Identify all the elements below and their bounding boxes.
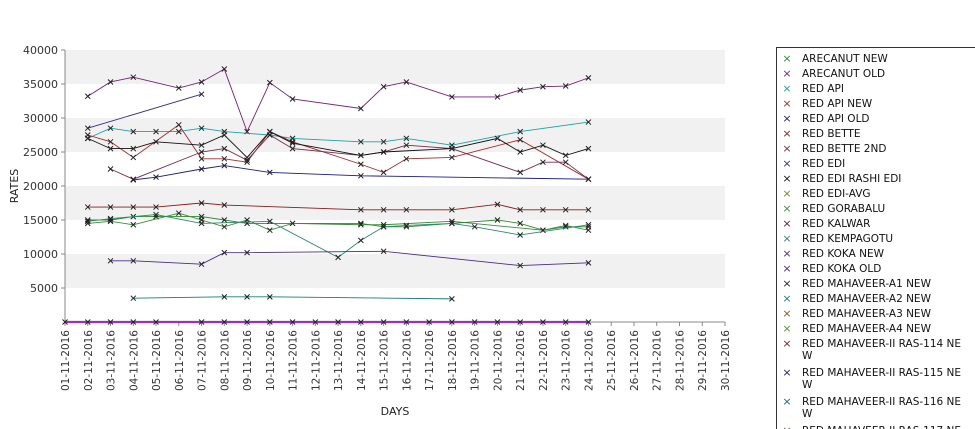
x-tick-label: 25-11-2016	[606, 330, 618, 391]
legend-marker: ×	[780, 158, 794, 170]
x-tick-label: 02-11-2016	[83, 330, 95, 391]
x-tick-label: 27-11-2016	[652, 330, 664, 391]
y-tick-label: 25000	[23, 146, 58, 159]
legend-label: RED EDI	[802, 158, 962, 170]
legend-label: RED EDI RASHI EDI	[802, 173, 962, 185]
x-tick-labels: 01-11-2016 02-11-2016 03-11-2016 04-11-2016…	[60, 322, 732, 391]
y-tick-label: 20000	[23, 180, 58, 193]
x-tick-label: 09-11-2016	[242, 330, 254, 391]
y-tick-label: 30000	[23, 112, 58, 125]
legend-label: RED BETTE 2ND	[802, 143, 962, 155]
legend-marker: ×	[780, 367, 794, 379]
legend-label: RED MAHAVEER-A1 NEW	[802, 278, 962, 290]
legend-marker: ×	[780, 188, 794, 200]
x-tick-label: 05-11-2016	[151, 330, 163, 391]
legend-marker: ×	[780, 263, 794, 275]
legend-marker: ×	[780, 425, 794, 429]
y-tick-label: 15000	[23, 214, 58, 227]
legend-marker: ×	[780, 68, 794, 80]
x-tick-label: 03-11-2016	[106, 330, 118, 391]
legend-label: RED BETTE	[802, 128, 962, 140]
x-tick-label: 24-11-2016	[583, 330, 595, 391]
legend-label: RED API OLD	[802, 113, 962, 125]
x-axis-label: DAYS	[381, 405, 410, 418]
y-tick-label: 35000	[23, 78, 58, 91]
grid-band	[65, 50, 725, 84]
legend-label: RED MAHAVEER-A4 NEW	[802, 323, 962, 335]
legend-label: RED MAHAVEER-II RAS-117 NEW	[802, 425, 962, 429]
x-tick-label: 10-11-2016	[265, 330, 277, 391]
legend-label: RED KOKA NEW	[802, 248, 962, 260]
grid-band	[65, 220, 725, 254]
legend-marker: ×	[780, 248, 794, 260]
legend-marker: ×	[780, 113, 794, 125]
legend-label: RED MAHAVEER-A3 NEW	[802, 308, 962, 320]
x-tick-label: 22-11-2016	[538, 330, 550, 391]
legend-marker: ×	[780, 233, 794, 245]
x-tick-label: 19-11-2016	[470, 330, 482, 391]
y-tick-label: 10000	[23, 248, 58, 261]
x-tick-label: 01-11-2016	[60, 330, 72, 391]
x-tick-label: 15-11-2016	[379, 330, 391, 391]
legend-label: RED MAHAVEER-II RAS-114 NEW	[802, 338, 962, 362]
x-tick-label: 26-11-2016	[629, 330, 641, 391]
grid-band	[65, 288, 725, 322]
grid-band	[65, 152, 725, 186]
legend-label: RED MAHAVEER-II RAS-116 NEW	[802, 396, 962, 420]
x-tick-label: 20-11-2016	[492, 330, 504, 391]
legend-marker: ×	[780, 128, 794, 140]
legend-label: RED API	[802, 83, 962, 95]
legend-label: RED MAHAVEER-II RAS-115 NEW	[802, 367, 962, 391]
legend-label: RED EDI-AVG	[802, 188, 962, 200]
x-tick-label: 30-11-2016	[720, 330, 732, 391]
legend-marker: ×	[780, 143, 794, 155]
line-chart: 500010000150002000025000300003500040000 …	[0, 0, 775, 429]
legend-marker: ×	[780, 396, 794, 408]
legend-label: RED GORABALU	[802, 203, 962, 215]
legend-label: RED API NEW	[802, 98, 962, 110]
x-tick-label: 23-11-2016	[561, 330, 573, 391]
x-tick-label: 14-11-2016	[356, 330, 368, 391]
y-tick-label: 40000	[23, 44, 58, 57]
x-tick-label: 11-11-2016	[288, 330, 300, 391]
legend-marker: ×	[780, 203, 794, 215]
legend-marker: ×	[780, 173, 794, 185]
x-tick-label: 18-11-2016	[447, 330, 459, 391]
legend: × ARECANUT NEW × ARECANUT OLD × RED API × RED A…	[776, 47, 975, 429]
legend-label: ARECANUT OLD	[802, 68, 962, 80]
x-tick-label: 28-11-2016	[674, 330, 686, 391]
legend-label: RED KALWAR	[802, 218, 962, 230]
x-tick-label: 12-11-2016	[310, 330, 322, 391]
x-tick-label: 16-11-2016	[401, 330, 413, 391]
legend-marker: ×	[780, 83, 794, 95]
grid-band	[65, 84, 725, 118]
legend-marker: ×	[780, 338, 794, 350]
x-tick-label: 17-11-2016	[424, 330, 436, 391]
x-tick-label: 08-11-2016	[219, 330, 231, 391]
legend-marker: ×	[780, 293, 794, 305]
x-tick-label: 13-11-2016	[333, 330, 345, 391]
x-tick-label: 29-11-2016	[697, 330, 709, 391]
legend-label: RED KOKA OLD	[802, 263, 962, 275]
legend-marker: ×	[780, 98, 794, 110]
legend-marker: ×	[780, 308, 794, 320]
x-tick-label: 21-11-2016	[515, 330, 527, 391]
legend-label: RED KEMPAGOTU	[802, 233, 962, 245]
legend-label: ARECANUT NEW	[802, 53, 962, 65]
x-tick-label: 07-11-2016	[197, 330, 209, 391]
y-tick-labels: 5000 10000 15000 20000 25000 30000 35000 40000	[23, 44, 65, 295]
grid-band	[65, 254, 725, 288]
x-tick-label: 04-11-2016	[128, 330, 140, 391]
legend-marker: ×	[780, 218, 794, 230]
y-axis-label: RATES	[8, 169, 21, 204]
legend-marker: ×	[780, 323, 794, 335]
legend-label: RED MAHAVEER-A2 NEW	[802, 293, 962, 305]
grid-band	[65, 186, 725, 220]
y-tick-label: 5000	[30, 282, 58, 295]
x-tick-label: 06-11-2016	[174, 330, 186, 391]
legend-marker: ×	[780, 53, 794, 65]
legend-marker: ×	[780, 278, 794, 290]
plot-bands	[65, 50, 725, 322]
